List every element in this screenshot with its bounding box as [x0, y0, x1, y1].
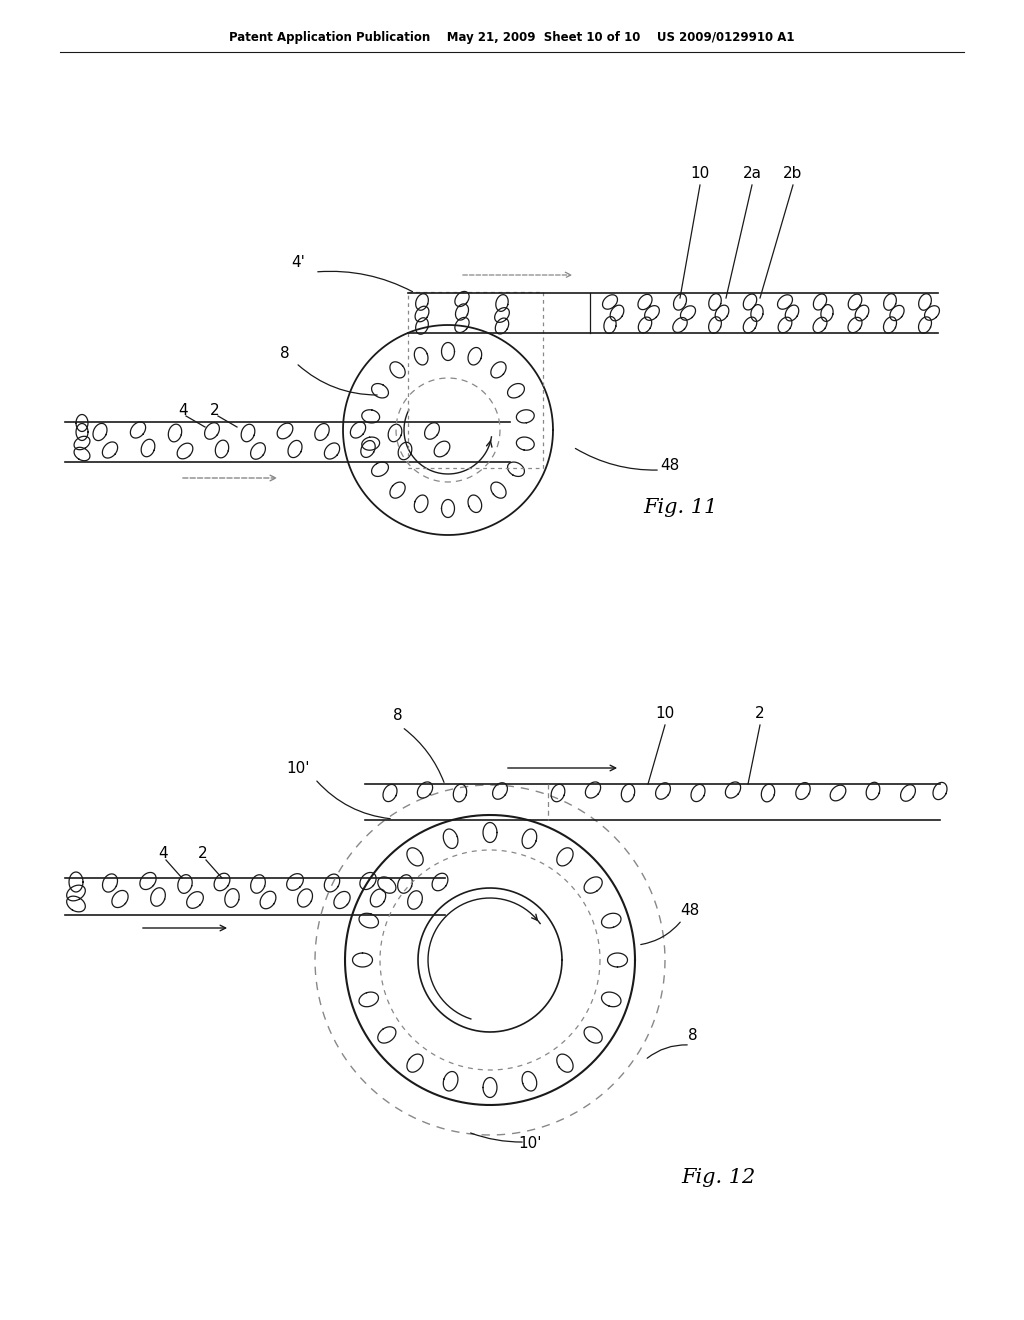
Text: 48: 48: [660, 458, 679, 473]
Text: 2b: 2b: [783, 166, 803, 181]
Text: 10': 10': [518, 1137, 542, 1151]
Text: 10: 10: [690, 166, 710, 181]
Text: Fig. 11: Fig. 11: [643, 498, 717, 517]
Text: 2: 2: [210, 403, 219, 418]
Text: 8: 8: [281, 346, 290, 360]
Text: 48: 48: [680, 903, 699, 917]
Text: 4: 4: [178, 403, 187, 418]
Text: 10: 10: [655, 706, 675, 721]
Text: 2a: 2a: [742, 166, 762, 181]
Text: Patent Application Publication    May 21, 2009  Sheet 10 of 10    US 2009/012991: Patent Application Publication May 21, 2…: [229, 32, 795, 45]
Text: Fig. 12: Fig. 12: [681, 1168, 755, 1187]
Text: 4': 4': [291, 255, 305, 271]
Text: 2: 2: [198, 846, 208, 861]
Text: 2: 2: [755, 706, 765, 721]
Text: 8: 8: [688, 1028, 697, 1043]
Text: 8: 8: [393, 708, 402, 723]
Text: 10': 10': [287, 762, 309, 776]
Text: 4: 4: [158, 846, 168, 861]
